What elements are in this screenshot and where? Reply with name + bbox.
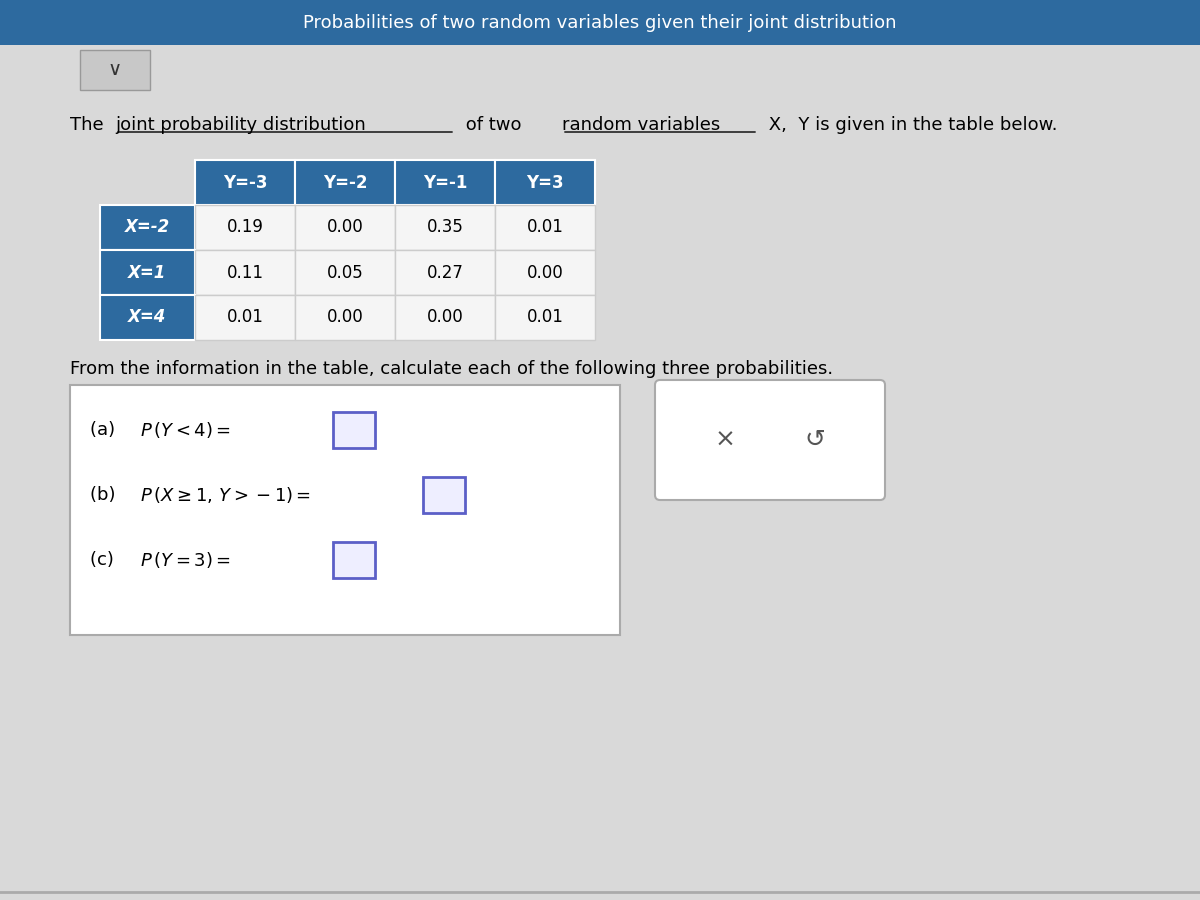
Text: 0.05: 0.05 [326,264,364,282]
Text: 0.01: 0.01 [527,219,564,237]
FancyBboxPatch shape [496,295,595,340]
Text: ↺: ↺ [804,428,826,452]
FancyBboxPatch shape [295,205,395,250]
Text: X=-2: X=-2 [125,219,170,237]
FancyBboxPatch shape [194,160,595,205]
FancyBboxPatch shape [70,385,620,635]
FancyBboxPatch shape [194,295,295,340]
FancyBboxPatch shape [100,205,194,250]
Text: X,  Y is given in the table below.: X, Y is given in the table below. [763,116,1057,134]
Text: 0.00: 0.00 [427,309,463,327]
FancyBboxPatch shape [100,295,194,340]
Text: Y=-3: Y=-3 [223,174,268,192]
Text: 0.01: 0.01 [527,309,564,327]
FancyBboxPatch shape [332,412,374,448]
Text: 0.27: 0.27 [426,264,463,282]
Text: X=1: X=1 [128,264,167,282]
Text: X=4: X=4 [128,309,167,327]
FancyBboxPatch shape [395,250,496,295]
FancyBboxPatch shape [194,250,295,295]
FancyBboxPatch shape [395,160,496,205]
Text: The: The [70,116,109,134]
Text: 0.11: 0.11 [227,264,264,282]
Text: 0.01: 0.01 [227,309,264,327]
Text: From the information in the table, calculate each of the following three probabi: From the information in the table, calcu… [70,360,833,378]
FancyBboxPatch shape [295,160,395,205]
FancyBboxPatch shape [194,160,295,205]
FancyBboxPatch shape [194,205,295,250]
FancyBboxPatch shape [0,0,1200,45]
Text: $P\,(Y < 4) =$: $P\,(Y < 4) =$ [140,420,230,440]
Text: 0.00: 0.00 [326,309,364,327]
FancyBboxPatch shape [295,295,395,340]
FancyBboxPatch shape [80,50,150,90]
Text: (b): (b) [90,486,127,504]
Text: (a): (a) [90,421,127,439]
Text: 0.35: 0.35 [426,219,463,237]
Text: $P\,(Y = 3) =$: $P\,(Y = 3) =$ [140,550,230,570]
FancyBboxPatch shape [496,205,595,250]
Text: $P\,(X \geq 1,\, Y > -1) =$: $P\,(X \geq 1,\, Y > -1) =$ [140,485,311,505]
Text: random variables: random variables [562,116,720,134]
FancyBboxPatch shape [496,250,595,295]
Text: joint probability distribution: joint probability distribution [115,116,366,134]
Text: 0.19: 0.19 [227,219,264,237]
Text: Y=-1: Y=-1 [422,174,467,192]
FancyBboxPatch shape [332,542,374,578]
FancyBboxPatch shape [100,250,194,295]
Text: of two: of two [460,116,527,134]
FancyBboxPatch shape [655,380,886,500]
Text: 0.00: 0.00 [527,264,563,282]
FancyBboxPatch shape [496,160,595,205]
FancyBboxPatch shape [395,205,496,250]
Text: 0.00: 0.00 [326,219,364,237]
Text: Y=3: Y=3 [526,174,564,192]
Text: Probabilities of two random variables given their joint distribution: Probabilities of two random variables gi… [304,14,896,32]
FancyBboxPatch shape [395,295,496,340]
FancyBboxPatch shape [295,250,395,295]
Text: Y=-2: Y=-2 [323,174,367,192]
Text: ∨: ∨ [108,60,122,79]
Text: ×: × [714,428,736,452]
FancyBboxPatch shape [424,477,466,513]
Text: (c): (c) [90,551,125,569]
